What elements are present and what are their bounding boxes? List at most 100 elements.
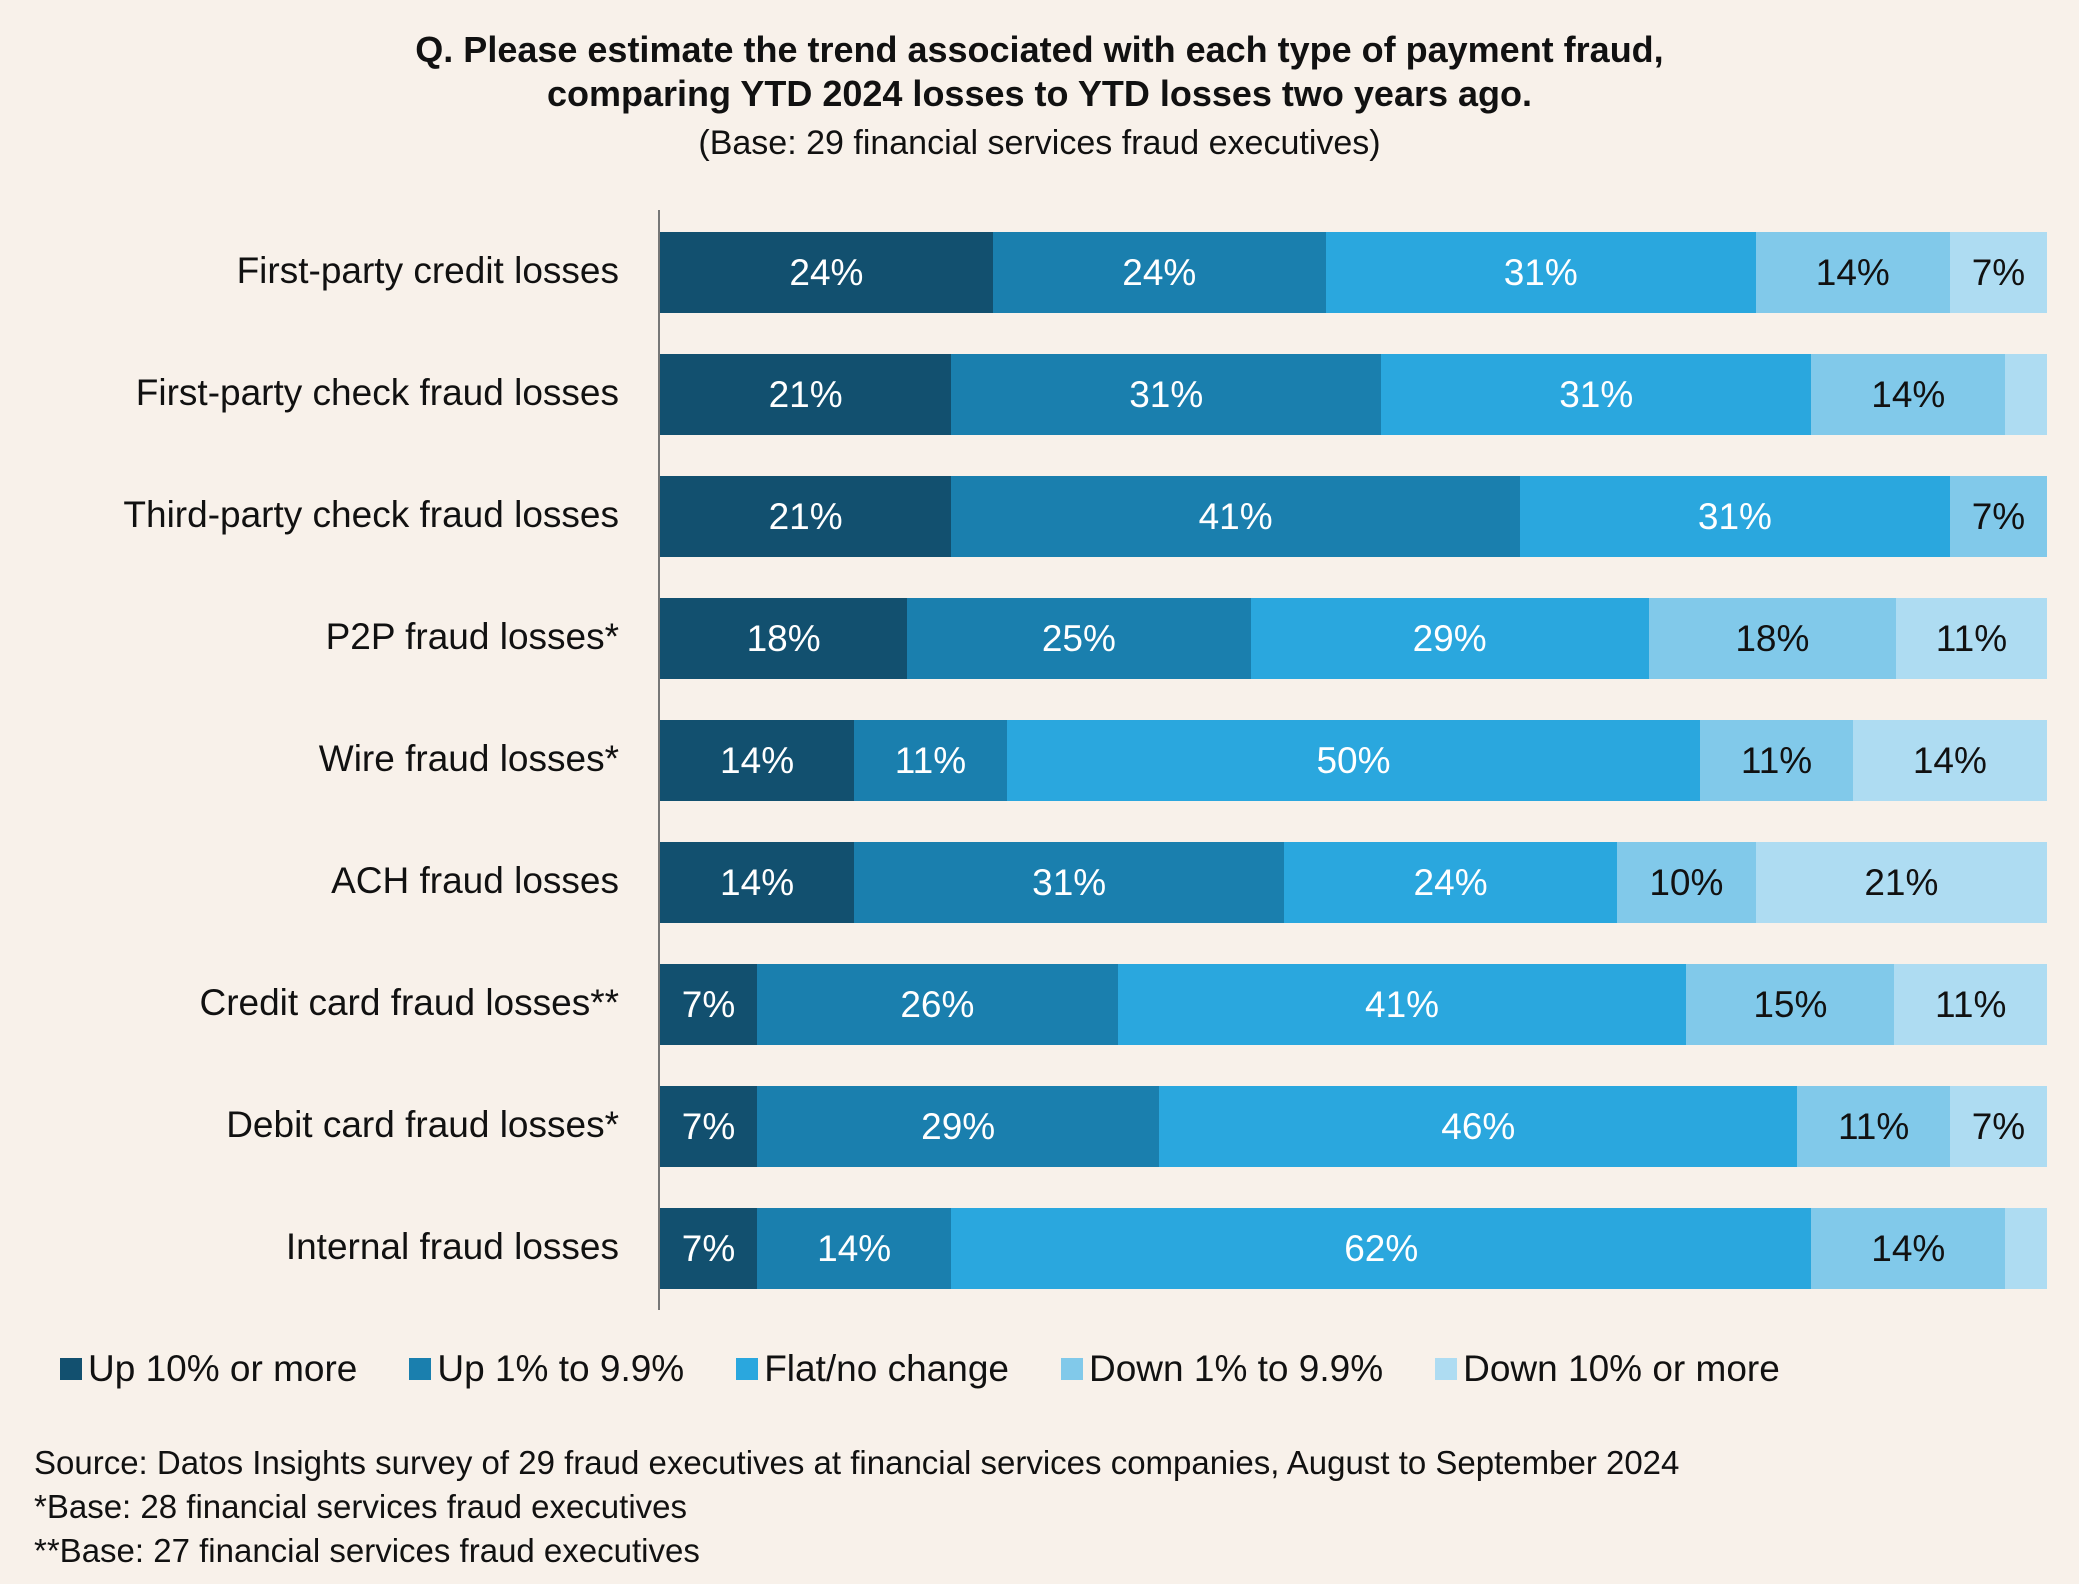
chart-subtitle: (Base: 29 financial services fraud execu…: [698, 124, 1381, 162]
bar-segment: 21%: [1755, 842, 2047, 923]
legend-item: Up 1% to 9.9%: [409, 1348, 684, 1390]
legend-label: Down 1% to 9.9%: [1089, 1348, 1384, 1389]
data-label: 31%: [1697, 495, 1772, 537]
bar-segment: 11%: [1894, 964, 2047, 1045]
legend-item: Up 10% or more: [60, 1348, 357, 1390]
data-label: 62%: [1344, 1227, 1419, 1269]
bar-segment: 14%: [1852, 720, 2047, 801]
bar-segment: 31%: [1381, 354, 1812, 435]
bar-segment: 14%: [1811, 1208, 2006, 1289]
bar-segment: 11%: [1700, 720, 1853, 801]
bar-segment: 14%: [660, 842, 855, 923]
category-label: First-party credit losses: [236, 250, 619, 291]
bar-segment: 46%: [1159, 1086, 1798, 1167]
data-label: 7%: [681, 1105, 736, 1147]
data-label: 14%: [720, 861, 795, 903]
bar-segment: 11%: [1895, 598, 2047, 679]
bar-segment: 31%: [854, 842, 1285, 923]
bar-segment: 21%: [660, 354, 952, 435]
data-label: 46%: [1441, 1105, 1516, 1147]
data-label: 15%: [1753, 983, 1828, 1025]
category-label: Third-party check fraud losses: [123, 494, 619, 535]
bar-segment: 31%: [1325, 232, 1756, 313]
bar-segment: 25%: [907, 598, 1251, 679]
data-label: 11%: [1837, 1105, 1910, 1147]
data-label: 25%: [1041, 617, 1116, 659]
data-label: 10%: [1649, 861, 1724, 903]
bar-segment: 24%: [1284, 842, 1618, 923]
footnote-1: *Base: 28 financial services fraud execu…: [34, 1488, 688, 1525]
source-note: Source: Datos Insights survey of 29 frau…: [34, 1444, 1680, 1481]
legend-item: Down 1% to 9.9%: [1061, 1348, 1383, 1390]
bar-segment: 7%: [660, 1086, 758, 1167]
bar-segment: 29%: [1250, 598, 1649, 679]
data-label: 29%: [921, 1105, 996, 1147]
data-label: 41%: [1198, 495, 1273, 537]
data-label: 14%: [817, 1227, 892, 1269]
bar-segment: 7%: [1949, 1086, 2047, 1167]
legend: Up 10% or more Up 1% to 9.9% Flat/no chang…: [60, 1348, 1832, 1390]
data-label: 31%: [1503, 251, 1578, 293]
data-label: 7%: [681, 983, 736, 1025]
bar-segment: 50%: [1006, 720, 1701, 801]
data-label: 14%: [1912, 739, 1987, 781]
data-label: 18%: [746, 617, 821, 659]
data-label: 31%: [1559, 373, 1634, 415]
chart-title-line-2: comparing YTD 2024 losses to YTD losses …: [546, 73, 1533, 114]
bar-segment: 7%: [660, 964, 758, 1045]
bar-segment: 10%: [1617, 842, 1756, 923]
data-label: 31%: [1032, 861, 1107, 903]
bar-segment: 41%: [951, 476, 1520, 557]
data-label: 24%: [1413, 861, 1488, 903]
data-label: 14%: [1871, 1227, 1946, 1269]
bar-segment: 14%: [1755, 232, 1950, 313]
bar-segment: 14%: [757, 1208, 952, 1289]
legend-swatch: [409, 1358, 432, 1380]
legend-label: Up 1% to 9.9%: [437, 1348, 685, 1389]
category-label: Credit card fraud losses**: [199, 982, 619, 1023]
bar-segment: 29%: [757, 1086, 1160, 1167]
data-label: 26%: [900, 983, 975, 1025]
legend-swatch: [1435, 1358, 1458, 1380]
bar-segment: 15%: [1686, 964, 1895, 1045]
chart-title-line-1: Q. Please estimate the trend associated …: [415, 29, 1664, 70]
bar-segment: 18%: [660, 598, 908, 679]
legend-swatch: [60, 1358, 82, 1380]
data-label: 24%: [1122, 251, 1197, 293]
bar-segment: [2005, 1208, 2047, 1289]
data-label: 21%: [768, 373, 843, 415]
bar-segment: 14%: [660, 720, 855, 801]
bar-segment: 62%: [951, 1208, 1812, 1289]
data-label: 50%: [1316, 739, 1391, 781]
bar-segment: 11%: [854, 720, 1007, 801]
bar-segment: 24%: [660, 232, 993, 313]
bar-segment: 11%: [1797, 1086, 1950, 1167]
bar-segment: 31%: [951, 354, 1382, 435]
data-label: 11%: [1740, 739, 1813, 781]
data-label: 14%: [1815, 251, 1890, 293]
bar-segment: 7%: [1949, 232, 2047, 313]
bar-segment: 7%: [660, 1208, 758, 1289]
data-label: 7%: [1971, 251, 2026, 293]
bar-segment: 24%: [992, 232, 1326, 313]
legend-swatch: [736, 1358, 759, 1380]
bar-segment: 31%: [1519, 476, 1950, 557]
data-label: 7%: [681, 1227, 736, 1269]
category-label: First-party check fraud losses: [135, 372, 619, 413]
legend-item: Flat/no change: [736, 1348, 1009, 1390]
data-label: 7%: [1971, 1105, 2026, 1147]
bar-segment: [2005, 354, 2047, 435]
data-label: 24%: [789, 251, 864, 293]
category-label: Debit card fraud losses*: [226, 1104, 619, 1145]
bar-segment: 7%: [1949, 476, 2047, 557]
legend-label: Up 10% or more: [88, 1348, 358, 1389]
y-axis-line: [658, 210, 660, 1310]
data-label: 11%: [1935, 617, 2008, 659]
bar-segment: 26%: [757, 964, 1118, 1045]
legend-label: Down 10% or more: [1463, 1348, 1780, 1389]
category-label: ACH fraud losses: [331, 860, 619, 901]
data-label: 11%: [1935, 983, 2007, 1025]
bar-segment: 18%: [1648, 598, 1896, 679]
data-label: 11%: [894, 739, 967, 781]
legend-swatch: [1061, 1358, 1083, 1380]
